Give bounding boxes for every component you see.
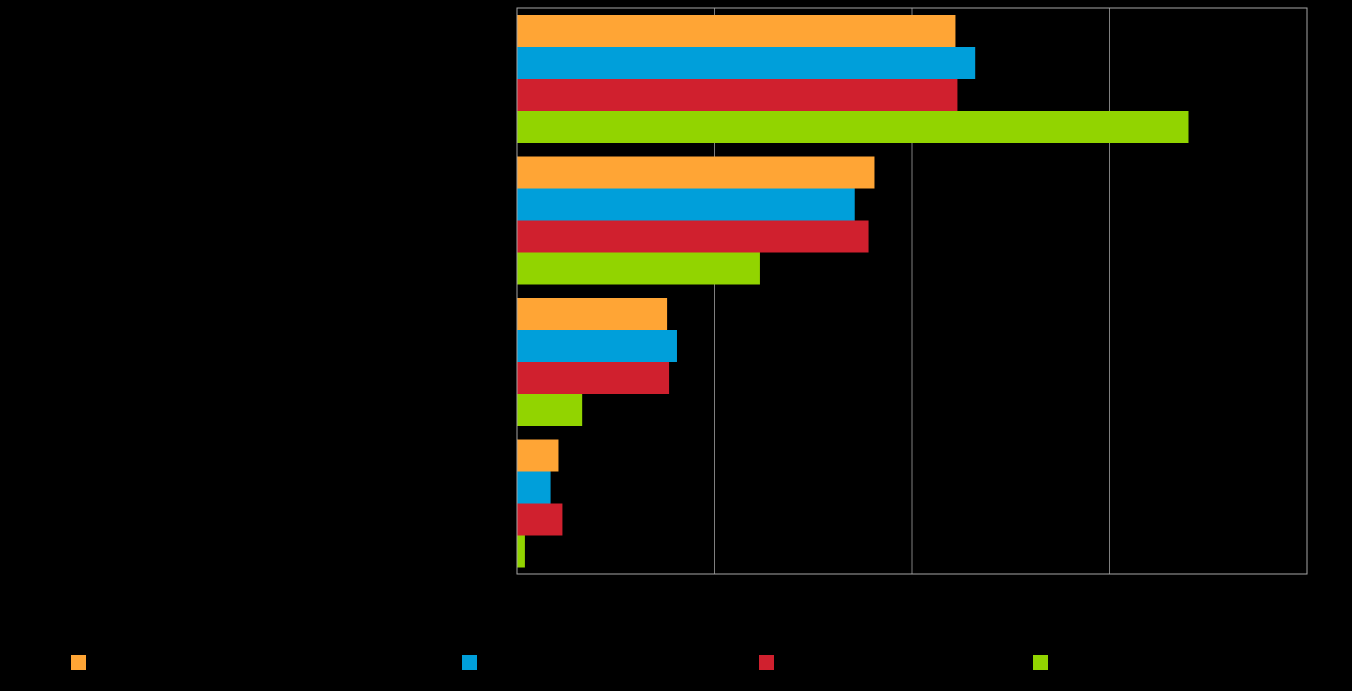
plot-area-frame xyxy=(516,7,1308,575)
legend-swatch-series-1 xyxy=(71,655,86,670)
bar-category-1-series-1 xyxy=(517,15,956,47)
legend-swatch-series-4 xyxy=(1033,655,1048,670)
bar-category-1-series-2 xyxy=(517,47,976,79)
bar-category-3-series-2 xyxy=(517,330,677,362)
bar-category-2-series-4 xyxy=(517,252,760,285)
bars xyxy=(517,15,1189,568)
legend xyxy=(71,655,1048,670)
category-group-1 xyxy=(517,15,1189,143)
bar-category-3-series-1 xyxy=(517,298,668,330)
bar-category-2-series-1 xyxy=(517,156,875,189)
legend-swatch-series-2 xyxy=(462,655,477,670)
category-group-4 xyxy=(517,439,563,568)
bar-category-2-series-2 xyxy=(517,188,855,221)
bar-category-4-series-1 xyxy=(517,439,559,472)
bar-category-4-series-3 xyxy=(517,503,563,536)
legend-swatch-series-3 xyxy=(759,655,774,670)
bar-category-4-series-2 xyxy=(517,471,551,504)
category-group-2 xyxy=(517,156,875,285)
bar-category-1-series-4 xyxy=(517,111,1189,143)
category-group-3 xyxy=(517,298,677,426)
bar-category-1-series-3 xyxy=(517,79,958,111)
bar-category-2-series-3 xyxy=(517,220,869,253)
bar-category-3-series-3 xyxy=(517,362,670,394)
bar-category-4-series-4 xyxy=(517,535,525,568)
bar-category-3-series-4 xyxy=(517,394,583,426)
